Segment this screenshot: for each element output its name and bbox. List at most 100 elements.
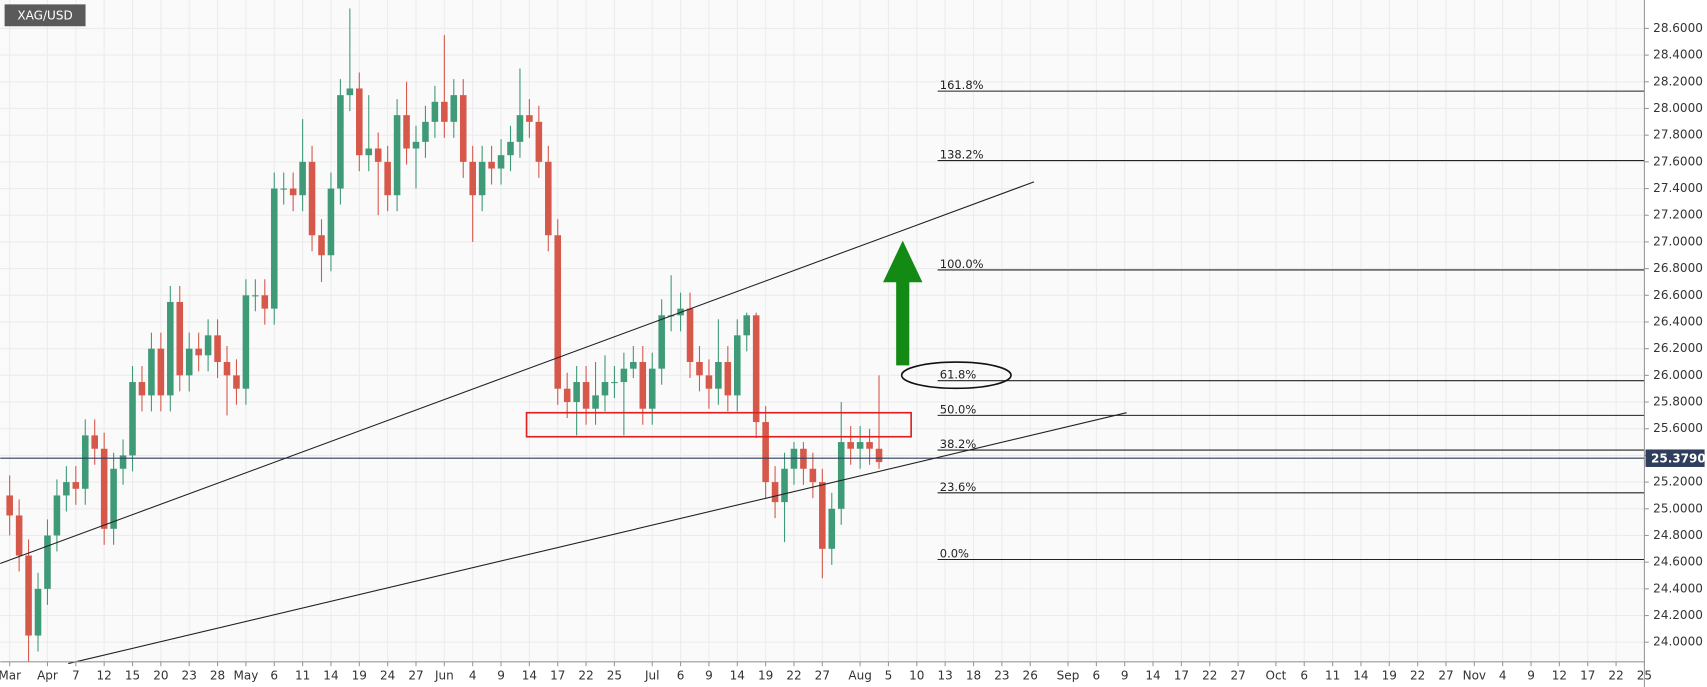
x-tick-label: 6 — [677, 669, 685, 683]
candle-body — [733, 335, 741, 396]
candle-body — [195, 348, 202, 356]
candle-body — [242, 295, 250, 389]
x-tick-label: 17 — [550, 669, 565, 683]
y-tick-label: 28.6000 — [1653, 21, 1703, 35]
x-tick-label: 25 — [607, 669, 622, 683]
x-tick-label: 14 — [730, 669, 745, 683]
candle-body — [752, 315, 760, 423]
candle-body — [129, 382, 136, 456]
candle-body — [346, 88, 354, 96]
y-tick-label: 26.2000 — [1653, 341, 1703, 355]
x-tick-label: 17 — [1174, 669, 1189, 683]
candle-body — [327, 188, 335, 256]
y-tick-label: 27.4000 — [1653, 181, 1703, 195]
x-tick-label: Sep — [1057, 669, 1080, 683]
candle-body — [204, 335, 212, 356]
y-tick-label: 28.2000 — [1653, 74, 1703, 88]
x-tick-label: 4 — [1499, 669, 1507, 683]
candle-body — [441, 101, 448, 122]
candle-body — [762, 422, 769, 483]
x-tick-label: 25 — [1637, 669, 1652, 683]
candle-body — [44, 535, 51, 589]
x-tick-label: 19 — [1382, 669, 1397, 683]
y-tick-label: 28.4000 — [1653, 48, 1703, 62]
candle-body — [582, 382, 590, 409]
fib-label: 38.2% — [940, 437, 977, 451]
x-tick-label: May — [233, 669, 258, 683]
candle-body — [563, 388, 571, 403]
candle-body — [393, 115, 401, 196]
symbol-badge — [4, 4, 86, 27]
candle-body — [233, 375, 240, 389]
candle-body — [365, 148, 373, 156]
y-tick-label: 24.2000 — [1653, 608, 1703, 622]
candle-body — [535, 121, 543, 162]
candle-body — [110, 468, 117, 529]
candle-body — [771, 482, 779, 503]
candle-body — [856, 442, 864, 449]
candle-body — [639, 362, 647, 409]
candle-body — [72, 482, 80, 489]
candle-body — [450, 95, 458, 122]
x-tick-label: 4 — [469, 669, 477, 683]
candle-body — [648, 368, 656, 409]
candle-body — [223, 362, 231, 376]
x-tick-label: 23 — [994, 669, 1009, 683]
x-tick-label: 14 — [323, 669, 338, 683]
x-tick-label: Jun — [434, 669, 454, 683]
candle-body — [554, 235, 562, 389]
y-tick-label: 28.0000 — [1653, 101, 1703, 115]
y-tick-label: 27.6000 — [1653, 154, 1703, 168]
y-tick-label: 24.0000 — [1653, 635, 1703, 649]
x-tick-label: 22 — [1202, 669, 1217, 683]
candle-body — [280, 188, 287, 190]
x-tick-label: 5 — [885, 669, 893, 683]
x-tick-label: 12 — [1552, 669, 1567, 683]
up-arrow — [883, 240, 923, 366]
candle-body — [34, 588, 42, 636]
y-tick-label: 24.6000 — [1653, 555, 1703, 569]
y-tick-label: 26.0000 — [1653, 368, 1703, 382]
y-tick-label: 25.8000 — [1653, 395, 1703, 409]
candle-body — [63, 482, 70, 496]
candle-body — [53, 495, 61, 536]
candle-body — [601, 382, 609, 396]
candle-body — [403, 115, 410, 149]
candle-body — [828, 508, 836, 549]
x-tick-label: 10 — [909, 669, 924, 683]
last-price-label: 25.37900 — [1651, 451, 1707, 465]
x-tick-label: 20 — [153, 669, 168, 683]
candle-body — [91, 435, 98, 449]
y-tick-label: 27.8000 — [1653, 128, 1703, 142]
fib-label: 23.6% — [940, 480, 977, 494]
candle-body — [261, 295, 269, 309]
candle-body — [573, 382, 580, 403]
candle-body — [620, 368, 628, 383]
candle-body — [658, 315, 665, 369]
x-tick-label: 27 — [1230, 669, 1245, 683]
fib-label: 0.0% — [940, 547, 969, 561]
x-tick-label: 22 — [786, 669, 801, 683]
x-tick-label: 22 — [1410, 669, 1425, 683]
y-tick-label: 25.6000 — [1653, 421, 1703, 435]
x-tick-label: 19 — [758, 669, 773, 683]
candle-body — [488, 161, 495, 169]
highlight-ellipse — [900, 361, 1012, 390]
x-tick-label: 13 — [938, 669, 953, 683]
candle-body — [630, 362, 637, 369]
y-tick-label: 25.0000 — [1653, 501, 1703, 515]
x-tick-label: 15 — [125, 669, 140, 683]
x-tick-label: 27 — [815, 669, 830, 683]
candle-body — [100, 448, 108, 529]
x-tick-label: 11 — [1325, 669, 1340, 683]
x-tick-label: 14 — [1353, 669, 1368, 683]
candle-body — [459, 95, 467, 162]
candle-body — [308, 161, 316, 236]
candle-body — [6, 495, 13, 516]
candle-body — [374, 148, 382, 162]
candle-body — [422, 121, 429, 142]
candle-body — [185, 348, 193, 376]
candle-body — [516, 115, 524, 142]
candle-body — [337, 95, 344, 189]
